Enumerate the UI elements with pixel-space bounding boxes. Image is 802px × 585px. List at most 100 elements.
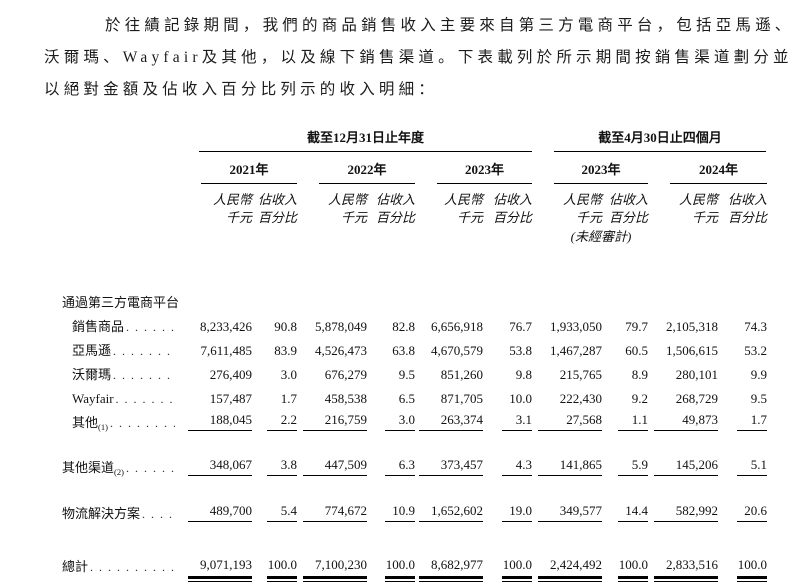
cell-value: 100.0 [737, 557, 768, 582]
unit-pct-label: 佔收入 [728, 192, 768, 207]
cell-value: 3.1 [502, 412, 533, 431]
cell-value: 6.5 [398, 391, 415, 406]
cell-value: 4,526,473 [315, 343, 367, 358]
amount-cell: 2,105,318 [648, 311, 718, 335]
period-group-row: 截至12月31日止年度 截至4月30日止四個月 [62, 127, 767, 152]
percent-cell: 2.2 [252, 407, 297, 431]
cell-value: 79.7 [625, 319, 649, 334]
cell-value: 276,409 [209, 367, 252, 382]
percent-cell: 5.4 [252, 476, 297, 522]
amount-cell: 263,374 [415, 407, 483, 431]
year-row: 2021年 2022年 2023年 2023年 2024年 [62, 152, 768, 184]
empty-cell [648, 227, 767, 245]
dot-leader [110, 416, 175, 431]
unit-pct-label: 百分比 [493, 210, 533, 225]
cell-value: 49,873 [654, 412, 719, 431]
unit-amount-label: 千元 [576, 210, 603, 225]
row-label: 銷售商品 [62, 311, 187, 335]
cell-value: 53.8 [509, 343, 533, 358]
cell-value: 1,506,615 [666, 343, 719, 358]
amount-cell: 145,206 [648, 431, 719, 476]
cell-value: 774,672 [303, 503, 367, 522]
cell-value: 9.5 [398, 367, 415, 382]
unaudited-note-row: (未經審計) [62, 227, 767, 245]
cell-value: 76.7 [509, 319, 533, 334]
cell-value: 216,759 [303, 412, 367, 431]
cell-value: 2,105,318 [666, 319, 719, 334]
cell-value: 8,682,977 [419, 557, 483, 582]
amount-cell: 489,700 [187, 476, 252, 522]
amount-cell: 5,878,049 [297, 311, 367, 335]
empty-cell [62, 209, 187, 227]
cell-value: 2,424,492 [538, 557, 603, 582]
year-column-2024-interim: 2024年 [648, 152, 768, 184]
cell-value: 280,101 [675, 367, 719, 382]
cell-value: 871,705 [440, 391, 483, 406]
percent-cell: 8.9 [602, 359, 648, 383]
amount-cell: 871,705 [415, 383, 483, 407]
cell-value: 5.9 [618, 457, 649, 476]
unit-header-row2: 千元 百分比 千元 百分比 千元 百分比 千元 百分比 千元 百分比 [62, 209, 767, 227]
percent-cell: 9.5 [367, 359, 415, 383]
amount-cell: 447,509 [297, 431, 367, 476]
amount-cell: 268,729 [648, 383, 718, 407]
cell-value: 141,865 [538, 457, 603, 476]
period-group-label: 截至12月31日止年度 [199, 127, 533, 152]
amount-cell: 8,233,426 [187, 311, 252, 335]
cell-value: 60.5 [625, 343, 649, 358]
amount-cell: 349,577 [532, 476, 603, 522]
unit-amount-label: 人民幣 [327, 192, 367, 207]
row-label: 其他渠道 (2) [62, 431, 187, 476]
dot-leader [142, 507, 175, 522]
cell-value: 10.9 [385, 503, 415, 522]
percent-cell: 3.0 [367, 407, 415, 431]
table-row: 亞馬遜 7,611,485 83.9 4,526,473 63.8 4,670,579 53… [62, 335, 767, 359]
percent-cell: 53.8 [483, 335, 532, 359]
row-label: 亞馬遜 [62, 335, 187, 359]
percent-cell: 19.0 [483, 476, 533, 522]
amount-cell: 216,759 [297, 407, 367, 431]
amount-cell: 2,424,492 [532, 522, 603, 582]
table-row: 其他渠道(2)348,0673.8447,5096.3373,4574.3141… [62, 431, 768, 476]
amount-cell: 1,652,602 [415, 476, 483, 522]
cell-value: 7,611,485 [200, 343, 252, 358]
percent-cell: 82.8 [367, 311, 415, 335]
cell-value: 1,652,602 [419, 503, 483, 522]
percent-cell: 9.9 [718, 359, 767, 383]
year-column-2021: 2021年 [187, 152, 297, 184]
unit-amount-label: 人民幣 [563, 192, 603, 207]
empty-cell [62, 152, 187, 184]
percent-cell: 100.0 [367, 522, 415, 582]
cell-value: 1,467,287 [550, 343, 603, 358]
percent-cell: 9.5 [718, 383, 767, 407]
table-row: 物流解決方案 489,700 5.4 774,672 10.91,652,602 19.0… [62, 476, 768, 522]
amount-cell: 280,101 [648, 359, 718, 383]
unit-pct-label: 百分比 [609, 210, 649, 225]
amount-cell: 2,833,516 [648, 522, 719, 582]
cell-value: 53.2 [744, 343, 768, 358]
cell-value: 5.4 [267, 503, 297, 522]
empty-cell [62, 184, 187, 209]
table-row: 總計9,071,193100.07,100,230100.08,682,9771… [62, 522, 768, 582]
cell-value: 100.0 [385, 557, 415, 582]
cell-value: 348,067 [188, 457, 252, 476]
percent-cell: 100.0 [718, 522, 768, 582]
footnote-marker: (2) [114, 466, 124, 477]
percent-cell: 10.9 [367, 476, 415, 522]
row-label-text: 其他渠道 [62, 460, 115, 475]
amount-cell: 851,260 [415, 359, 483, 383]
amount-cell: 1,506,615 [648, 335, 718, 359]
cell-value: 1,933,050 [550, 319, 603, 334]
amount-cell: 4,526,473 [297, 335, 367, 359]
percent-cell: 1.1 [602, 407, 649, 431]
row-label-text: 沃爾瑪 [72, 367, 112, 382]
amount-cell: 1,933,050 [532, 311, 602, 335]
amount-cell: 276,409 [187, 359, 252, 383]
row-label-text: 物流解決方案 [62, 506, 141, 521]
cell-value: 9.8 [515, 367, 533, 382]
percent-cell: 76.7 [483, 311, 532, 335]
cell-value: 268,729 [675, 391, 719, 406]
cell-value: 349,577 [538, 503, 603, 522]
